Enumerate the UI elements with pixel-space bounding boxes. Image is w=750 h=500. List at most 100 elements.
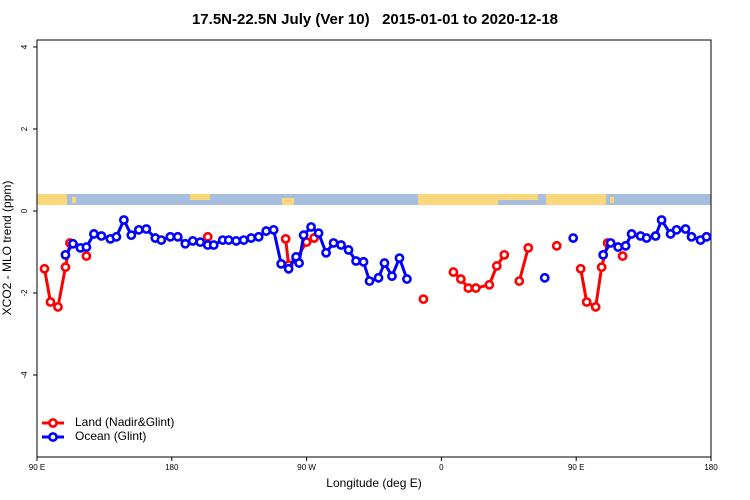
y-tick-label: -2 <box>20 289 29 297</box>
data-point <box>261 226 272 236</box>
land-band <box>546 194 576 205</box>
data-point <box>701 231 712 242</box>
data-point <box>402 274 412 284</box>
land-band <box>418 194 498 205</box>
data-point <box>223 235 234 245</box>
data-point <box>238 235 249 245</box>
land-band <box>37 194 67 205</box>
y-axis-label: XCO2 - MLO trend (ppm) <box>0 181 14 316</box>
data-point <box>89 229 99 239</box>
data-point <box>118 215 129 225</box>
data-point <box>358 256 369 267</box>
data-point <box>551 240 562 251</box>
series <box>60 215 712 286</box>
data-point <box>306 222 316 232</box>
data-point <box>202 231 213 242</box>
data-point <box>351 256 361 266</box>
y-tick-label: 0 <box>20 208 29 213</box>
data-point <box>617 251 628 261</box>
data-point <box>641 233 652 243</box>
land-band <box>282 198 294 205</box>
data-point <box>470 283 481 293</box>
chart-title: 17.5N-22.5N July (Ver 10) 2015-01-01 to … <box>192 11 558 28</box>
data-point <box>491 261 502 271</box>
data-point <box>581 297 592 307</box>
data-point <box>514 276 525 286</box>
x-axis-label: Longitude (deg E) <box>326 476 421 490</box>
data-point <box>671 224 682 235</box>
land-band <box>576 194 606 205</box>
x-tick-label: 90 E <box>568 463 584 472</box>
data-point <box>448 267 459 277</box>
data-point <box>280 233 291 244</box>
data-point <box>463 283 474 293</box>
data-point <box>246 233 257 243</box>
data-point <box>539 272 550 283</box>
data-point <box>141 224 152 234</box>
data-point <box>313 228 324 239</box>
land-band <box>72 197 76 203</box>
y-tick-label: 4 <box>20 44 29 49</box>
data-point <box>81 251 92 261</box>
data-point <box>499 249 510 260</box>
data-point <box>418 294 429 305</box>
data-point <box>620 240 631 251</box>
data-point <box>343 245 354 255</box>
data-point <box>195 237 206 248</box>
legend-label: Ocean (Glint) <box>75 429 146 443</box>
data-point <box>575 263 586 274</box>
x-tick-label: 90 E <box>29 463 45 472</box>
data-point <box>298 230 309 241</box>
data-point <box>133 224 144 235</box>
land-band <box>610 197 614 203</box>
legend-marker <box>48 418 58 428</box>
data-point <box>96 231 107 241</box>
data-point <box>126 230 137 241</box>
data-point <box>283 263 294 274</box>
data-point <box>165 231 176 242</box>
y-tick-label: -4 <box>20 371 29 379</box>
legend: Land (Nadir&Glint)Ocean (Glint) <box>42 415 174 443</box>
data-point <box>626 229 637 239</box>
data-point <box>60 262 71 273</box>
data-point <box>613 242 624 252</box>
data-point <box>364 276 375 286</box>
data-point <box>187 236 198 246</box>
data-point <box>394 253 405 264</box>
data-point <box>172 231 183 242</box>
x-tick-label: 180 <box>165 463 179 472</box>
land-ocean-strip <box>37 194 711 205</box>
data-point <box>680 224 691 234</box>
land-band <box>190 194 210 200</box>
data-point <box>81 242 92 252</box>
data-point <box>605 238 616 248</box>
data-point <box>231 236 242 246</box>
data-point <box>68 238 78 249</box>
series <box>39 231 628 312</box>
data-point <box>321 247 331 258</box>
data-point <box>598 249 609 260</box>
land-band <box>498 194 538 200</box>
data-point <box>45 297 56 307</box>
data-point <box>656 215 667 225</box>
data-point <box>455 274 466 284</box>
data-point <box>60 249 71 260</box>
x-tick-label: 90 W <box>297 463 316 472</box>
data-point <box>484 279 495 290</box>
legend-label: Land (Nadir&Glint) <box>75 415 174 429</box>
series-line <box>517 247 530 282</box>
data-point <box>268 224 279 235</box>
x-tick-label: 0 <box>439 463 444 472</box>
data-point <box>686 231 697 242</box>
data-point <box>328 238 339 248</box>
data-point <box>568 233 579 243</box>
data-point <box>208 240 219 250</box>
data-point <box>39 263 50 274</box>
data-point <box>53 302 63 312</box>
data-point <box>596 262 607 273</box>
data-point <box>156 235 167 245</box>
data-point <box>650 231 661 241</box>
data-point <box>523 242 534 253</box>
data-point <box>387 271 397 282</box>
